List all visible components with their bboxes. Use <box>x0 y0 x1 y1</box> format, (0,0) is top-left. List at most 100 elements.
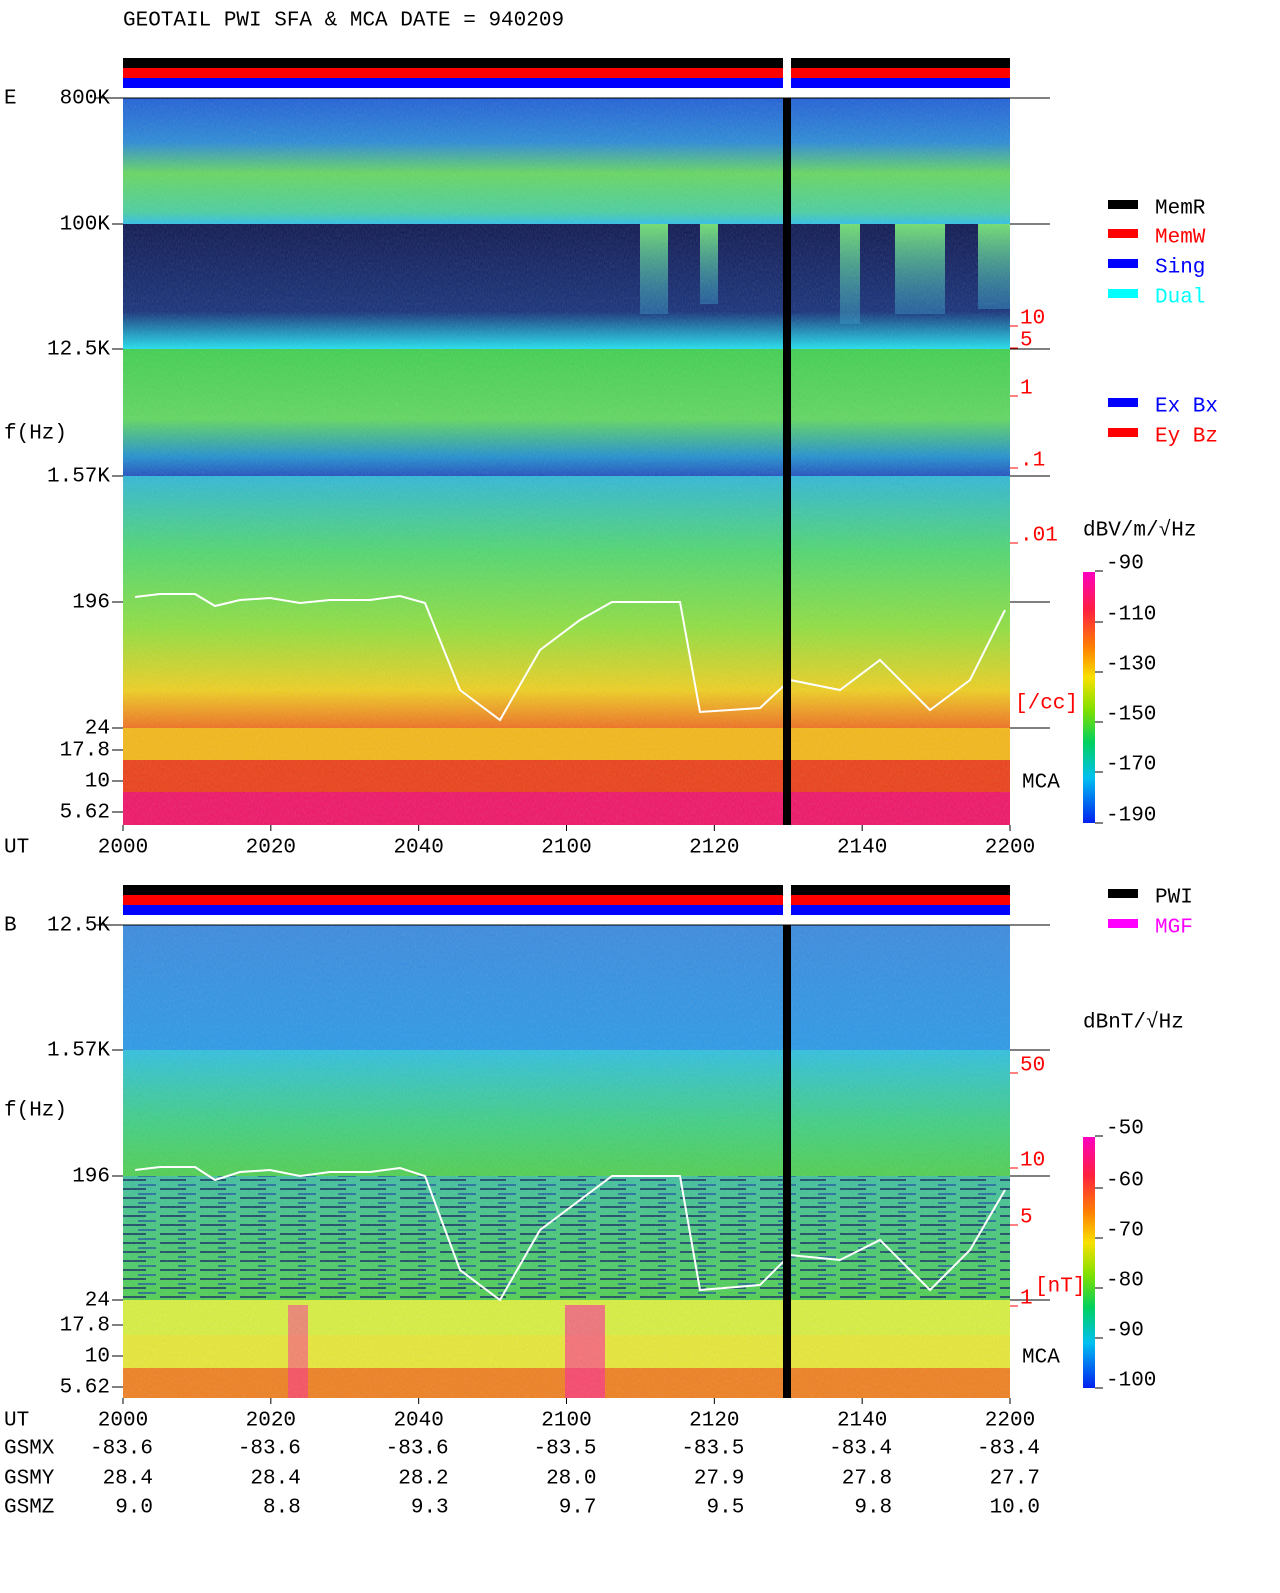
colorbar-tick-label: -150 <box>1106 704 1156 727</box>
mca-label: MCA <box>1022 772 1060 795</box>
y-tick-label: 10 <box>85 1346 110 1369</box>
legend-label: Ey Bz <box>1155 426 1218 449</box>
colorbar <box>1083 572 1095 823</box>
x-tick-label: 2200 <box>985 1410 1035 1433</box>
y-tick-label: 12.5K <box>47 915 110 938</box>
y-tick-label: 1.57K <box>47 1040 110 1063</box>
orbit-value: -83.6 <box>90 1438 153 1461</box>
colorbar-tick-label: -100 <box>1106 1370 1156 1393</box>
orbit-value: 27.9 <box>694 1468 744 1491</box>
right-scale-label: 1 <box>1020 1288 1033 1311</box>
orbit-value: -83.5 <box>681 1438 744 1461</box>
status-bars <box>123 58 1010 915</box>
orbit-value: 9.8 <box>854 1497 892 1520</box>
x-tick-label: 2120 <box>689 1410 739 1433</box>
colorbar-label: dBnT/√Hz <box>1083 1011 1184 1035</box>
x-tick-label: 2100 <box>541 1410 591 1433</box>
x-tick-label: 2120 <box>689 837 739 860</box>
orbit-value: 28.2 <box>398 1468 448 1491</box>
y-tick-label: 10 <box>85 771 110 794</box>
orbit-value: 28.0 <box>546 1468 596 1491</box>
colorbar-tick-label: -60 <box>1106 1170 1144 1193</box>
right-scale-label: .01 <box>1020 525 1058 548</box>
y-tick-label: 196 <box>72 1166 110 1189</box>
orbit-value: -83.6 <box>238 1438 301 1461</box>
x-tick-label: 2020 <box>246 1410 296 1433</box>
colorbar-tick-label: -130 <box>1106 654 1156 677</box>
y-axis-label: f(Hz) <box>4 423 67 446</box>
y-tick-label: 24 <box>85 1290 110 1313</box>
y-tick-label: 800K <box>60 88 111 111</box>
orbit-value: 10.0 <box>990 1497 1040 1520</box>
legend-label: MemR <box>1155 198 1206 221</box>
legend-swatch <box>1108 398 1138 407</box>
y-tick-label: 196 <box>72 592 110 615</box>
legend-swatch <box>1108 229 1138 238</box>
x-tick-label: 2000 <box>98 1410 148 1433</box>
x-axis-label: UT <box>4 837 29 860</box>
right-scale-unit: [nT] <box>1035 1276 1085 1299</box>
orbit-label: GSMX <box>4 1438 55 1461</box>
x-axis-label: UT <box>4 1410 29 1433</box>
legend-swatch <box>1108 919 1138 928</box>
colorbar-label: dBV/m/√Hz <box>1083 519 1196 543</box>
x-tick-label: 2100 <box>541 837 591 860</box>
right-scale-unit: [/cc] <box>1015 693 1078 716</box>
orbit-value: 27.7 <box>990 1468 1040 1491</box>
orbit-value: 8.8 <box>263 1497 301 1520</box>
x-tick-label: 2140 <box>837 1410 887 1433</box>
orbit-value: 9.7 <box>559 1497 597 1520</box>
orbit-value: -83.4 <box>829 1438 892 1461</box>
x-tick-label: 2000 <box>98 837 148 860</box>
y-tick-label: 17.8 <box>60 1315 110 1338</box>
title: GEOTAIL PWI SFA & MCA DATE = 940209 <box>123 10 564 33</box>
colorbar-tick-label: -50 <box>1106 1118 1144 1141</box>
legend-label: PWI <box>1155 887 1193 910</box>
mca-label: MCA <box>1022 1347 1060 1370</box>
right-scale-label: 10 <box>1020 1150 1045 1173</box>
b-spectrogram <box>123 925 1010 1398</box>
colorbar <box>1083 1137 1095 1388</box>
legend-swatch <box>1108 200 1138 209</box>
colorbar-tick-label: -110 <box>1106 604 1156 627</box>
right-scale-label: 1 <box>1020 378 1033 401</box>
orbit-value: 9.0 <box>115 1497 153 1520</box>
orbit-value: 9.3 <box>411 1497 449 1520</box>
y-tick-label: 17.8 <box>60 740 110 763</box>
y-tick-label: 5.62 <box>60 802 110 825</box>
colorbar-tick-label: -90 <box>1106 1320 1144 1343</box>
e-spectrogram <box>123 98 1010 825</box>
colorbar-tick-label: -170 <box>1106 754 1156 777</box>
panel-label: B <box>4 915 17 938</box>
orbit-label: GSMZ <box>4 1497 54 1520</box>
right-scale-label: 10 <box>1020 308 1045 331</box>
y-tick-label: 5.62 <box>60 1377 110 1400</box>
y-tick-label: 12.5K <box>47 339 110 362</box>
legend-label: MemW <box>1155 227 1206 250</box>
right-scale-label: .1 <box>1020 450 1045 473</box>
orbit-value: 28.4 <box>103 1468 153 1491</box>
orbit-value: 27.8 <box>842 1468 892 1491</box>
legend-swatch <box>1108 889 1138 898</box>
orbit-value: 28.4 <box>250 1468 300 1491</box>
right-scale-label: 5 <box>1020 1207 1033 1230</box>
orbit-value: -83.5 <box>533 1438 596 1461</box>
x-tick-label: 2020 <box>246 837 296 860</box>
legend-swatch <box>1108 428 1138 437</box>
legend-swatch <box>1108 289 1138 298</box>
y-tick-label: 24 <box>85 718 110 741</box>
orbit-value: -83.4 <box>977 1438 1040 1461</box>
x-tick-label: 2040 <box>393 837 443 860</box>
legend-label: Dual <box>1155 287 1205 310</box>
right-scale-label: 50 <box>1020 1055 1045 1078</box>
legend-label: Sing <box>1155 257 1205 280</box>
x-tick-label: 2200 <box>985 837 1035 860</box>
y-tick-label: 100K <box>60 214 111 237</box>
legend-label: Ex Bx <box>1155 396 1218 419</box>
x-tick-label: 2140 <box>837 837 887 860</box>
colorbar-tick-label: -190 <box>1106 805 1156 828</box>
orbit-value: -83.6 <box>386 1438 449 1461</box>
y-tick-label: 1.57K <box>47 466 110 489</box>
